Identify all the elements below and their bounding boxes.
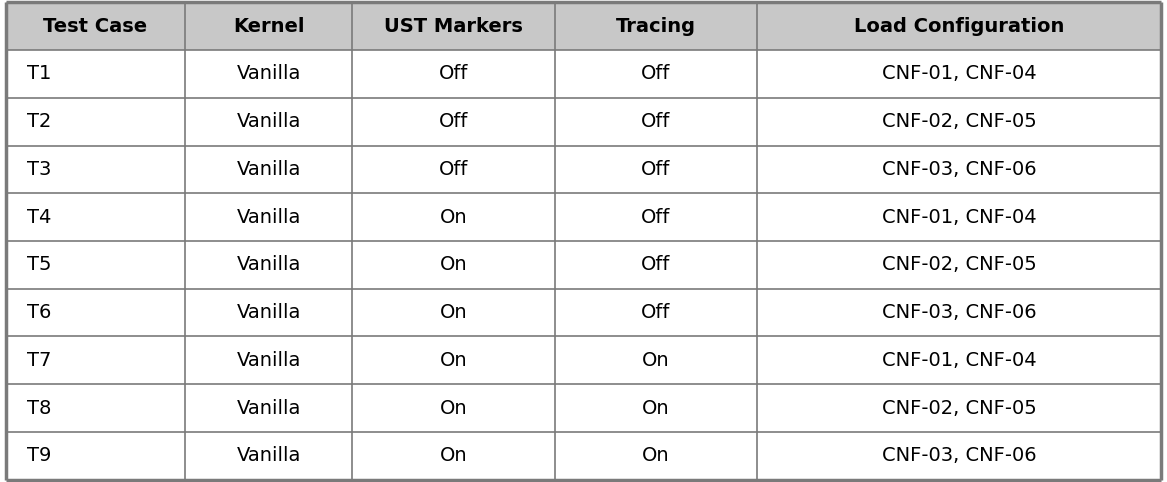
Text: CNF-03, CNF-06: CNF-03, CNF-06 [882, 446, 1036, 465]
Bar [6, 241, 1161, 289]
Bar [6, 146, 1161, 193]
Text: CNF-02, CNF-05: CNF-02, CNF-05 [881, 399, 1036, 417]
Bar [6, 336, 1161, 384]
Bar [6, 98, 1161, 146]
Bar [184, 2, 352, 50]
Text: Tracing: Tracing [616, 17, 696, 36]
Text: On: On [440, 399, 467, 417]
Text: T1: T1 [27, 65, 51, 83]
Text: On: On [440, 208, 467, 227]
Text: Off: Off [641, 112, 670, 131]
Text: Off: Off [641, 65, 670, 83]
Text: CNF-02, CNF-05: CNF-02, CNF-05 [881, 112, 1036, 131]
Text: Vanilla: Vanilla [237, 303, 301, 322]
Text: On: On [440, 446, 467, 465]
Text: T5: T5 [27, 255, 51, 274]
Text: Test Case: Test Case [43, 17, 147, 36]
Text: T2: T2 [27, 112, 51, 131]
Text: CNF-02, CNF-05: CNF-02, CNF-05 [881, 255, 1036, 274]
Bar [6, 50, 1161, 98]
Text: T8: T8 [27, 399, 51, 417]
Text: CNF-01, CNF-04: CNF-01, CNF-04 [882, 208, 1036, 227]
Bar [6, 432, 1161, 480]
Text: Vanilla: Vanilla [237, 112, 301, 131]
Text: Off: Off [641, 303, 670, 322]
Text: On: On [642, 446, 670, 465]
Text: Vanilla: Vanilla [237, 160, 301, 179]
Text: Off: Off [439, 112, 468, 131]
Text: Off: Off [439, 160, 468, 179]
Text: Vanilla: Vanilla [237, 65, 301, 83]
Text: Vanilla: Vanilla [237, 446, 301, 465]
Text: Vanilla: Vanilla [237, 351, 301, 370]
Text: T9: T9 [27, 446, 51, 465]
Text: On: On [440, 255, 467, 274]
Text: On: On [642, 399, 670, 417]
Text: CNF-03, CNF-06: CNF-03, CNF-06 [882, 303, 1036, 322]
Text: Load Configuration: Load Configuration [854, 17, 1064, 36]
Bar [6, 2, 184, 50]
Text: T4: T4 [27, 208, 51, 227]
Text: CNF-03, CNF-06: CNF-03, CNF-06 [882, 160, 1036, 179]
Text: Off: Off [641, 160, 670, 179]
Text: Vanilla: Vanilla [237, 255, 301, 274]
Text: Kernel: Kernel [233, 17, 305, 36]
Bar [6, 193, 1161, 241]
Text: T7: T7 [27, 351, 51, 370]
Text: CNF-01, CNF-04: CNF-01, CNF-04 [882, 65, 1036, 83]
Text: Off: Off [641, 208, 670, 227]
Text: CNF-01, CNF-04: CNF-01, CNF-04 [882, 351, 1036, 370]
Text: Off: Off [439, 65, 468, 83]
Text: UST Markers: UST Markers [384, 17, 523, 36]
Bar [352, 2, 554, 50]
Text: Vanilla: Vanilla [237, 208, 301, 227]
Text: On: On [440, 303, 467, 322]
Text: Vanilla: Vanilla [237, 399, 301, 417]
Bar [6, 289, 1161, 336]
Text: T3: T3 [27, 160, 51, 179]
Bar [554, 2, 756, 50]
Bar [6, 384, 1161, 432]
Bar [756, 2, 1161, 50]
Text: On: On [440, 351, 467, 370]
Text: T6: T6 [27, 303, 51, 322]
Text: Off: Off [641, 255, 670, 274]
Text: On: On [642, 351, 670, 370]
